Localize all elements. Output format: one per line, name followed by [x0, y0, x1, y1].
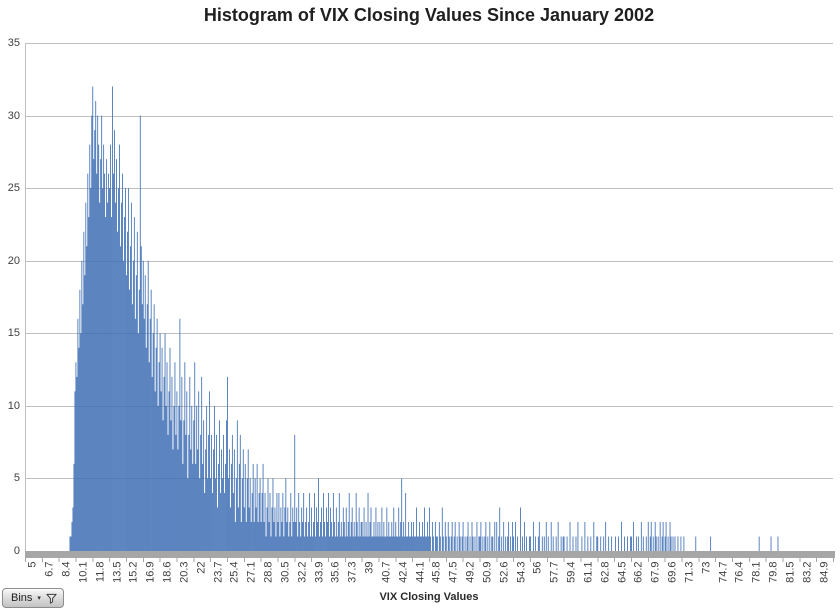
y-axis-tick-label: 20	[7, 254, 20, 267]
x-axis-title: VIX Closing Values	[379, 591, 479, 603]
chevron-down-icon: ▾	[37, 594, 41, 602]
histogram-bars	[69, 86, 779, 551]
y-axis-tick-label: 15	[7, 327, 20, 340]
y-axis-tick-label: 30	[7, 109, 20, 122]
plot-area	[25, 43, 833, 551]
funnel-icon	[46, 593, 57, 604]
chart-title: Histogram of VIX Closing Values Since Ja…	[203, 5, 655, 25]
y-axis-tick-label: 25	[7, 182, 20, 195]
y-axis-tick-label: 35	[7, 37, 20, 49]
y-axis-tick-label: 0	[13, 545, 20, 557]
bins-field-button-label: Bins	[11, 592, 33, 604]
x-axis-line	[25, 551, 835, 558]
bins-field-button[interactable]: Bins ▾	[2, 588, 64, 608]
y-axis-tick-label: 5	[13, 472, 20, 485]
gridlines	[25, 43, 833, 551]
y-axis-tick-label: 10	[7, 399, 20, 412]
x-axis-tick-marks	[25, 558, 835, 562]
